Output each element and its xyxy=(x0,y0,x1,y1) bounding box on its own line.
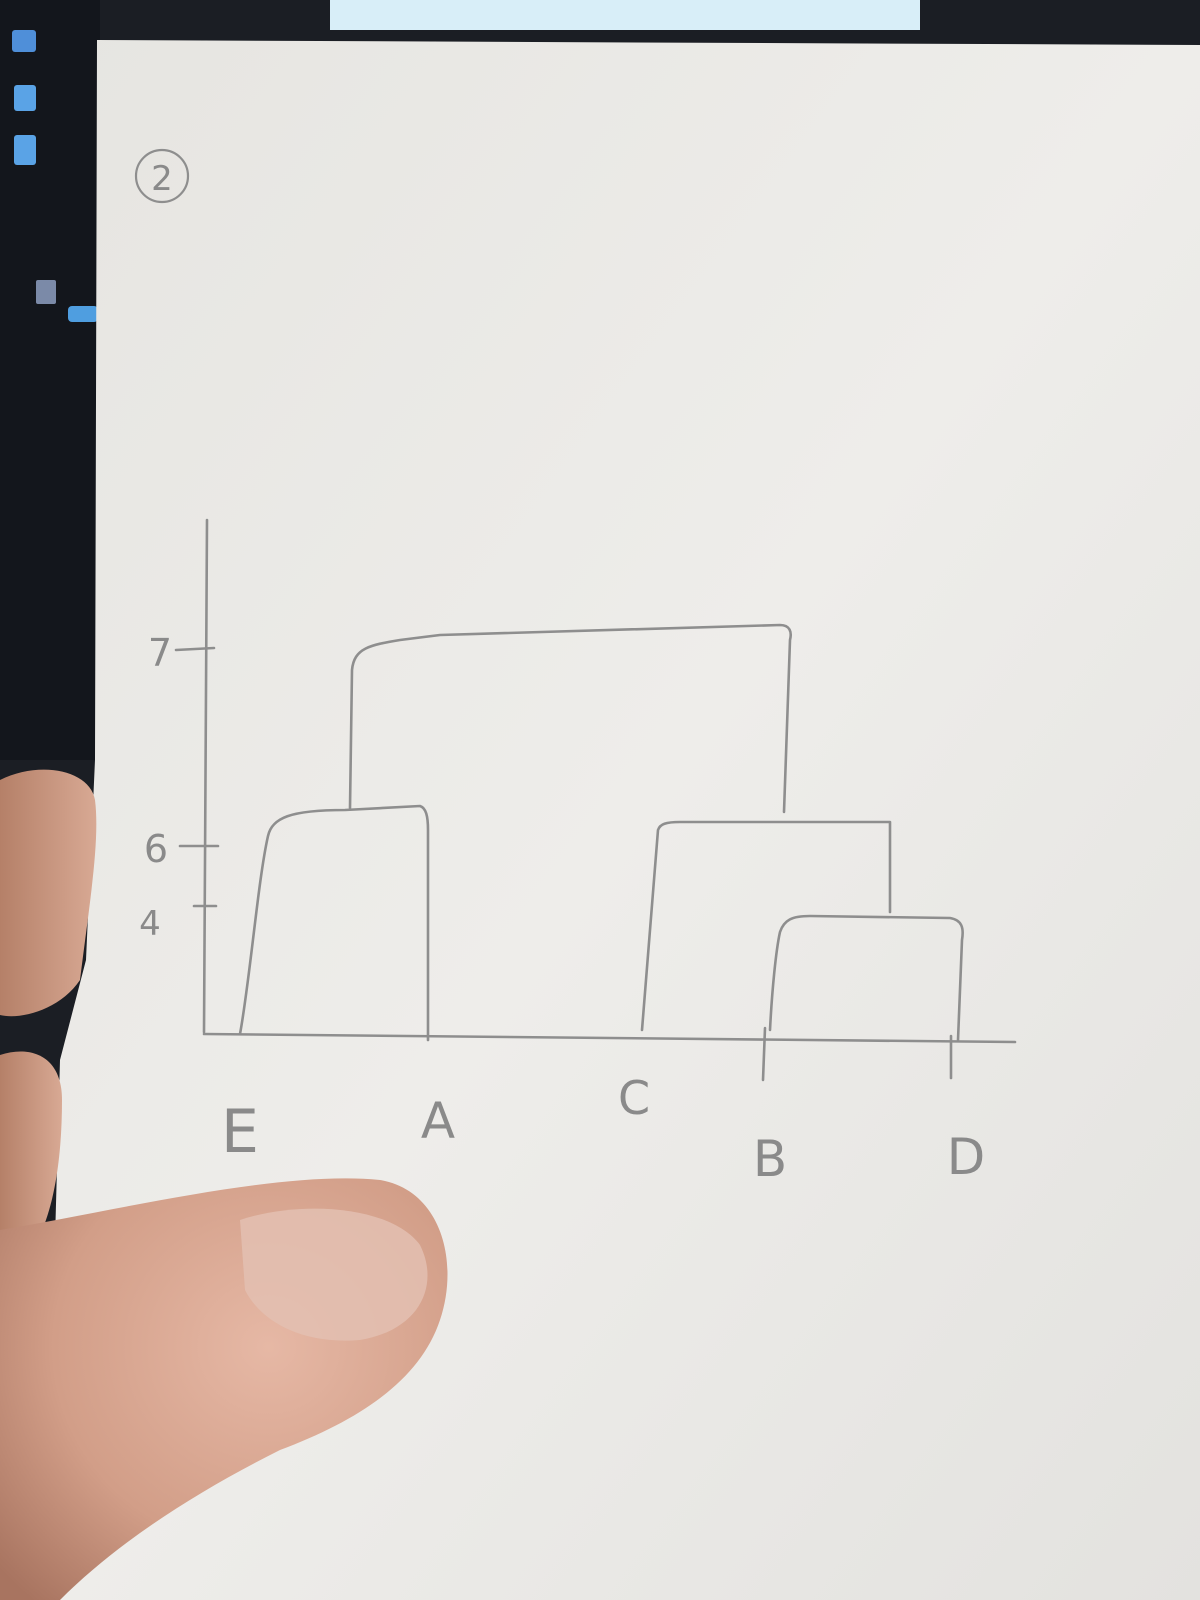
taskbar-icon xyxy=(14,135,36,165)
taskbar-icon xyxy=(36,280,56,304)
page-number: 2 xyxy=(151,159,173,199)
merge-e-a xyxy=(238,804,430,1042)
merge-b-d xyxy=(768,914,964,1042)
leaf-label-b: B xyxy=(753,1130,787,1188)
y-axis xyxy=(202,518,209,1034)
finger xyxy=(0,769,97,1017)
page-number-marker: 2 xyxy=(134,148,190,204)
taskbar-strip xyxy=(0,0,100,760)
leaf-label-c: C xyxy=(618,1071,650,1125)
monitor-screen-strip xyxy=(330,0,920,30)
taskbar-icon xyxy=(68,306,98,322)
x-axis xyxy=(202,1032,1017,1044)
y-tick-label-6: 6 xyxy=(144,827,168,871)
y-tick-label-4: 4 xyxy=(139,904,161,944)
leaf-label-e: E xyxy=(221,1097,259,1167)
taskbar-icon xyxy=(12,30,36,52)
merge-ea-cbd xyxy=(348,623,792,814)
merge-c-bd xyxy=(640,820,892,1032)
leaf-label-a: A xyxy=(421,1092,455,1150)
dendrogram xyxy=(174,518,1017,1082)
y-tick-label-7: 7 xyxy=(148,631,172,675)
y-tick-7 xyxy=(174,646,216,652)
finger xyxy=(0,1051,62,1240)
x-tick-b xyxy=(761,1026,767,1082)
taskbar-icon xyxy=(14,85,36,111)
leaf-label-d: D xyxy=(947,1128,986,1186)
page-number-circle xyxy=(134,148,190,204)
thumbnail xyxy=(240,1208,428,1341)
